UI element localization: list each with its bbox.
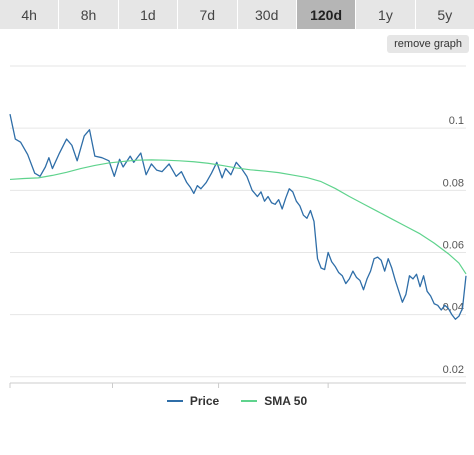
- tab-4h[interactable]: 4h: [0, 0, 60, 29]
- legend-swatch-price: [166, 400, 183, 402]
- tab-5y[interactable]: 5y: [437, 6, 453, 23]
- tab-30d[interactable]: 30d: [238, 0, 297, 29]
- series-lines: [9, 114, 467, 320]
- tab-7d[interactable]: 7d: [178, 0, 238, 29]
- tab-1d[interactable]: 1d: [119, 0, 179, 29]
- chart-legend: Price SMA 50: [0, 392, 474, 410]
- price-chart: 0.1 0.08 0.06 0.04 0.02 Aug '25Sep '25Oct '2…: [9, 65, 467, 388]
- y-tick-label: 0.08: [443, 177, 464, 189]
- legend-item-price[interactable]: Price: [166, 394, 220, 408]
- y-tick-label: 0.04: [443, 302, 464, 314]
- tab-120d[interactable]: 120d: [296, 0, 357, 29]
- sma50-line: [9, 159, 467, 275]
- legend-label-sma50: SMA 50: [264, 394, 308, 408]
- grid-lines: [10, 65, 466, 378]
- y-tick-label: 0.06: [443, 239, 464, 251]
- x-axis-ticks: Aug '25Sep '25Oct '25Nov '25: [9, 382, 466, 388]
- tab-8h[interactable]: 8h: [59, 0, 119, 29]
- tab-1y[interactable]: 1y: [356, 0, 416, 29]
- legend-label-price: Price: [189, 394, 220, 408]
- y-tick-label: 0.02: [443, 364, 464, 376]
- y-tick-label: 0.1: [449, 115, 464, 127]
- y-axis-ticks: 0.1 0.08 0.06 0.04 0.02: [443, 115, 464, 376]
- price-line: [9, 114, 467, 320]
- timeframe-tabs: 4h 8h 1d 7d 30d 120d 1y 5y: [0, 0, 474, 29]
- legend-item-sma50[interactable]: SMA 50: [241, 394, 307, 408]
- legend-swatch-sma50: [241, 400, 258, 402]
- remove-graph-button[interactable]: remove graph: [387, 35, 469, 53]
